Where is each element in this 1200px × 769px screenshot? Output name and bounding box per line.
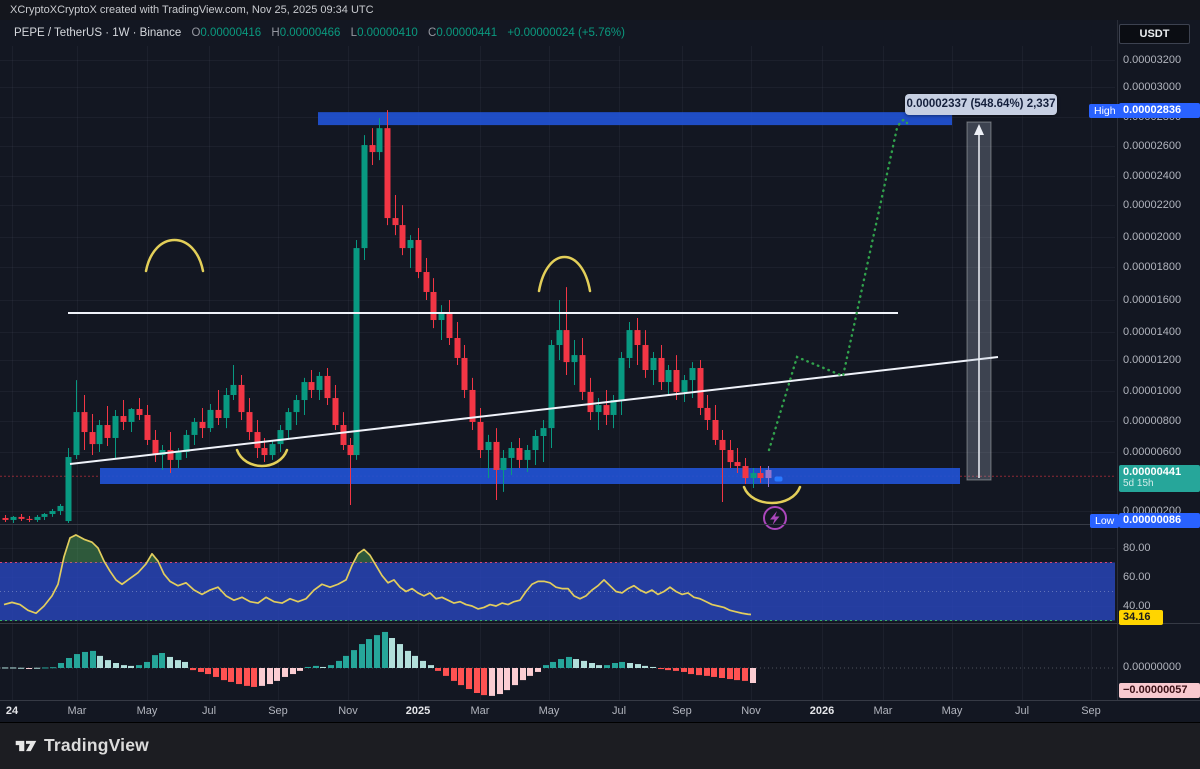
price-tick-label: 0.00001200 bbox=[1123, 354, 1182, 366]
price-tick-label: 0.00002400 bbox=[1123, 170, 1182, 182]
high-marker-label: High bbox=[1089, 104, 1121, 118]
rsi-tick-label: 80.00 bbox=[1123, 542, 1151, 554]
time-tick-label: Mar bbox=[873, 705, 893, 717]
close-value: 0.00000441 bbox=[436, 27, 498, 39]
symbol-title[interactable]: PEPE / TetherUS · 1W · Binance bbox=[14, 27, 182, 39]
rsi-tick-label: 60.00 bbox=[1123, 571, 1151, 583]
time-tick-label: May bbox=[941, 705, 963, 717]
time-tick-label: Sep bbox=[268, 705, 288, 717]
time-tick-label: Jul bbox=[201, 705, 217, 717]
bar-countdown: 5d 15h bbox=[1123, 478, 1154, 489]
time-tick-label: Mar bbox=[67, 705, 87, 717]
time-tick-label: Jul bbox=[1014, 705, 1030, 717]
price-tick-label: 0.00002000 bbox=[1123, 231, 1182, 243]
symbol-bar: PEPE / TetherUS · 1W · Binance O0.000004… bbox=[0, 20, 1117, 46]
candles bbox=[2, 110, 772, 524]
footer-brand-text[interactable]: TradingView bbox=[44, 735, 149, 755]
tradingview-logo-icon[interactable] bbox=[14, 734, 38, 758]
rsi-value-badge: 34.16 bbox=[1119, 610, 1163, 625]
time-tick-label: Nov bbox=[741, 705, 761, 717]
watermark-text: XCryptoXCryptoX created with TradingView… bbox=[10, 4, 374, 16]
last-price-badge: 0.00000441 5d 15h bbox=[1119, 465, 1200, 492]
change-value: +0.00000024 (+5.76%) bbox=[507, 27, 625, 39]
price-tick-label: 0.00003000 bbox=[1123, 81, 1182, 93]
time-tick-label: 2026 bbox=[809, 705, 835, 717]
time-tick-label: 2025 bbox=[405, 705, 431, 717]
footer-bar: TradingView bbox=[0, 722, 1200, 769]
top-watermark: XCryptoXCryptoX created with TradingView… bbox=[0, 0, 1200, 20]
high-label: H bbox=[271, 27, 280, 39]
macd-value-badge: −0.00000057 bbox=[1119, 683, 1200, 698]
open-label: O bbox=[191, 27, 201, 39]
price-scale-axis[interactable]: 0.000032000.000030000.000028000.00002600… bbox=[1117, 46, 1200, 700]
measure-tooltip: 0.00002337 (548.64%) 2,337 bbox=[905, 94, 1057, 115]
low-value: 0.00000410 bbox=[357, 27, 418, 39]
low-price-badge: 0.00000086 bbox=[1119, 513, 1200, 528]
price-tick-label: 0.00002600 bbox=[1123, 140, 1182, 152]
time-tick-label: Sep bbox=[1081, 705, 1101, 717]
time-tick-label: May bbox=[538, 705, 560, 717]
time-tick-label: Mar bbox=[470, 705, 490, 717]
open-value: 0.00000416 bbox=[200, 27, 262, 39]
price-tick-label: 0.00000600 bbox=[1123, 446, 1182, 458]
time-tick-label: Sep bbox=[672, 705, 692, 717]
price-tick-label: 0.00001400 bbox=[1123, 326, 1182, 338]
high-value: 0.00000466 bbox=[279, 27, 341, 39]
rsi-tick-label: 40.00 bbox=[1123, 600, 1151, 612]
price-tick-label: 0.00001600 bbox=[1123, 294, 1182, 306]
price-tick-label: 0.00001000 bbox=[1123, 385, 1182, 397]
low-label: L bbox=[350, 27, 358, 39]
price-tick-label: 0.00001800 bbox=[1123, 261, 1182, 273]
time-axis[interactable]: 24 Mar May Jul Sep Nov 2025 Mar May Jul Sep Nov 2026… bbox=[0, 700, 1117, 722]
time-tick-label: 24 bbox=[5, 705, 19, 717]
low-marker-label: Low bbox=[1090, 514, 1120, 528]
chart-canvas[interactable] bbox=[0, 0, 1200, 722]
currency-toggle-button[interactable]: USDT bbox=[1119, 24, 1190, 44]
price-tick-label: 0.00003200 bbox=[1123, 54, 1182, 66]
price-tick-label: 0.00002200 bbox=[1123, 199, 1182, 211]
macd-zero-label: 0.00000000 bbox=[1123, 661, 1182, 673]
high-price-badge: 0.00002836 bbox=[1119, 103, 1200, 118]
close-label: C bbox=[428, 27, 437, 39]
time-tick-label: May bbox=[136, 705, 158, 717]
last-price-value: 0.00000441 bbox=[1123, 466, 1182, 478]
price-tick-label: 0.00000800 bbox=[1123, 415, 1182, 427]
time-tick-label: Jul bbox=[611, 705, 627, 717]
time-tick-label: Nov bbox=[338, 705, 358, 717]
